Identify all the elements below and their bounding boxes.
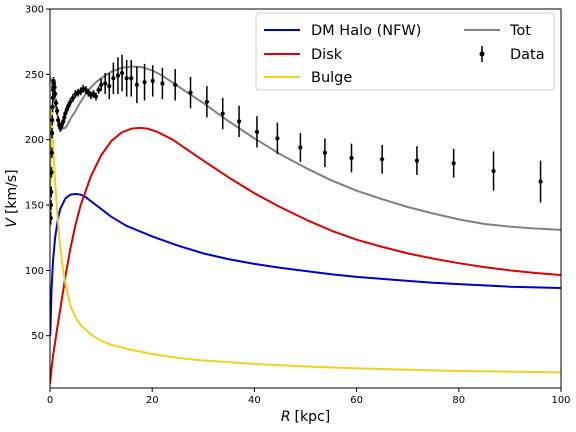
- y-tick-label: 300: [25, 5, 44, 16]
- x-axis-label-symbol: R: [281, 409, 291, 425]
- data-point: [204, 99, 209, 104]
- data-point: [298, 145, 303, 150]
- data-point: [93, 94, 99, 99]
- y-tick-label: 100: [25, 266, 44, 277]
- data-point: [414, 158, 419, 163]
- data-point: [220, 111, 225, 116]
- legend-label-tot: Tot: [509, 23, 531, 39]
- data-point: [538, 179, 543, 184]
- legend-box: [255, 12, 555, 91]
- legend-label-dm-halo: DM Halo (NFW): [311, 23, 421, 39]
- data-point: [50, 150, 54, 155]
- data-point: [96, 87, 101, 93]
- data-point: [83, 87, 88, 93]
- series-line-bulge: [50, 106, 561, 374]
- y-axis-label-symbol: V: [4, 217, 20, 228]
- legend-label-disk: Disk: [311, 47, 343, 63]
- x-tick-label: 40: [248, 395, 261, 406]
- data-point: [56, 117, 61, 123]
- data-point: [380, 157, 385, 162]
- data-point: [119, 70, 125, 76]
- data-point: [99, 82, 104, 87]
- y-tick-label: 200: [25, 135, 44, 146]
- data-point: [129, 76, 134, 81]
- data-point: [322, 150, 328, 155]
- data-points: [50, 54, 543, 225]
- x-axis-label: R [kpc]: [281, 409, 330, 425]
- data-point: [103, 81, 108, 86]
- legend-label-data: Data: [510, 47, 545, 63]
- plot-frame: [49, 8, 562, 389]
- data-point: [66, 103, 71, 108]
- data-point: [55, 108, 60, 114]
- x-tick-label: 0: [47, 395, 53, 406]
- x-tick-label: 60: [350, 395, 363, 406]
- data-point: [78, 89, 83, 94]
- data-point: [50, 189, 54, 195]
- series-line-dm-halo-nfw: [50, 192, 561, 336]
- legend: DM Halo (NFW) Disk Bulge Tot Data: [255, 12, 555, 91]
- data-point: [50, 131, 55, 136]
- data-point: [50, 202, 54, 208]
- x-tick-label: 80: [452, 395, 465, 406]
- data-point: [124, 76, 129, 81]
- data-point: [53, 91, 58, 97]
- data-point: [451, 161, 456, 166]
- data-point: [68, 99, 73, 104]
- x-axis-label-unit: [kpc]: [295, 409, 331, 425]
- data-point: [86, 90, 91, 95]
- y-tick-label: 250: [25, 70, 44, 81]
- data-point: [491, 168, 496, 174]
- data-point: [54, 100, 59, 106]
- data-point: [173, 82, 178, 87]
- data-point: [188, 90, 193, 95]
- data-point: [236, 119, 242, 124]
- data-point: [50, 117, 55, 123]
- y-axis-label: V [km/s]: [4, 169, 20, 227]
- x-tick-label: 20: [146, 395, 159, 406]
- data-point: [349, 155, 354, 161]
- data-point: [150, 78, 155, 83]
- data-point: [115, 73, 121, 78]
- data-point: [111, 76, 116, 81]
- data-point: [70, 95, 76, 100]
- y-tick-label: 150: [25, 201, 44, 212]
- legend-swatch-data: [479, 46, 485, 62]
- x-tick-label: 100: [551, 395, 570, 406]
- data-point: [50, 95, 55, 100]
- data-point: [142, 80, 147, 85]
- data-point: [50, 104, 55, 110]
- data-point: [91, 91, 96, 97]
- data-point: [50, 170, 54, 175]
- x-axis-ticks: 0 20 40 60 80 100: [47, 388, 571, 406]
- data-point: [134, 82, 139, 87]
- legend-data-marker: [479, 51, 485, 57]
- data-point: [275, 136, 280, 141]
- data-point: [50, 216, 53, 221]
- data-point: [254, 129, 260, 134]
- y-axis-ticks: 50 100 150 200 250 300: [25, 5, 50, 342]
- data-point: [160, 81, 165, 86]
- data-point: [52, 85, 57, 90]
- series-line-disk: [50, 126, 561, 385]
- y-tick-label: 50: [31, 331, 44, 342]
- data-point: [107, 84, 112, 89]
- legend-label-bulge: Bulge: [311, 70, 352, 86]
- y-axis-label-unit: [km/s]: [4, 169, 20, 214]
